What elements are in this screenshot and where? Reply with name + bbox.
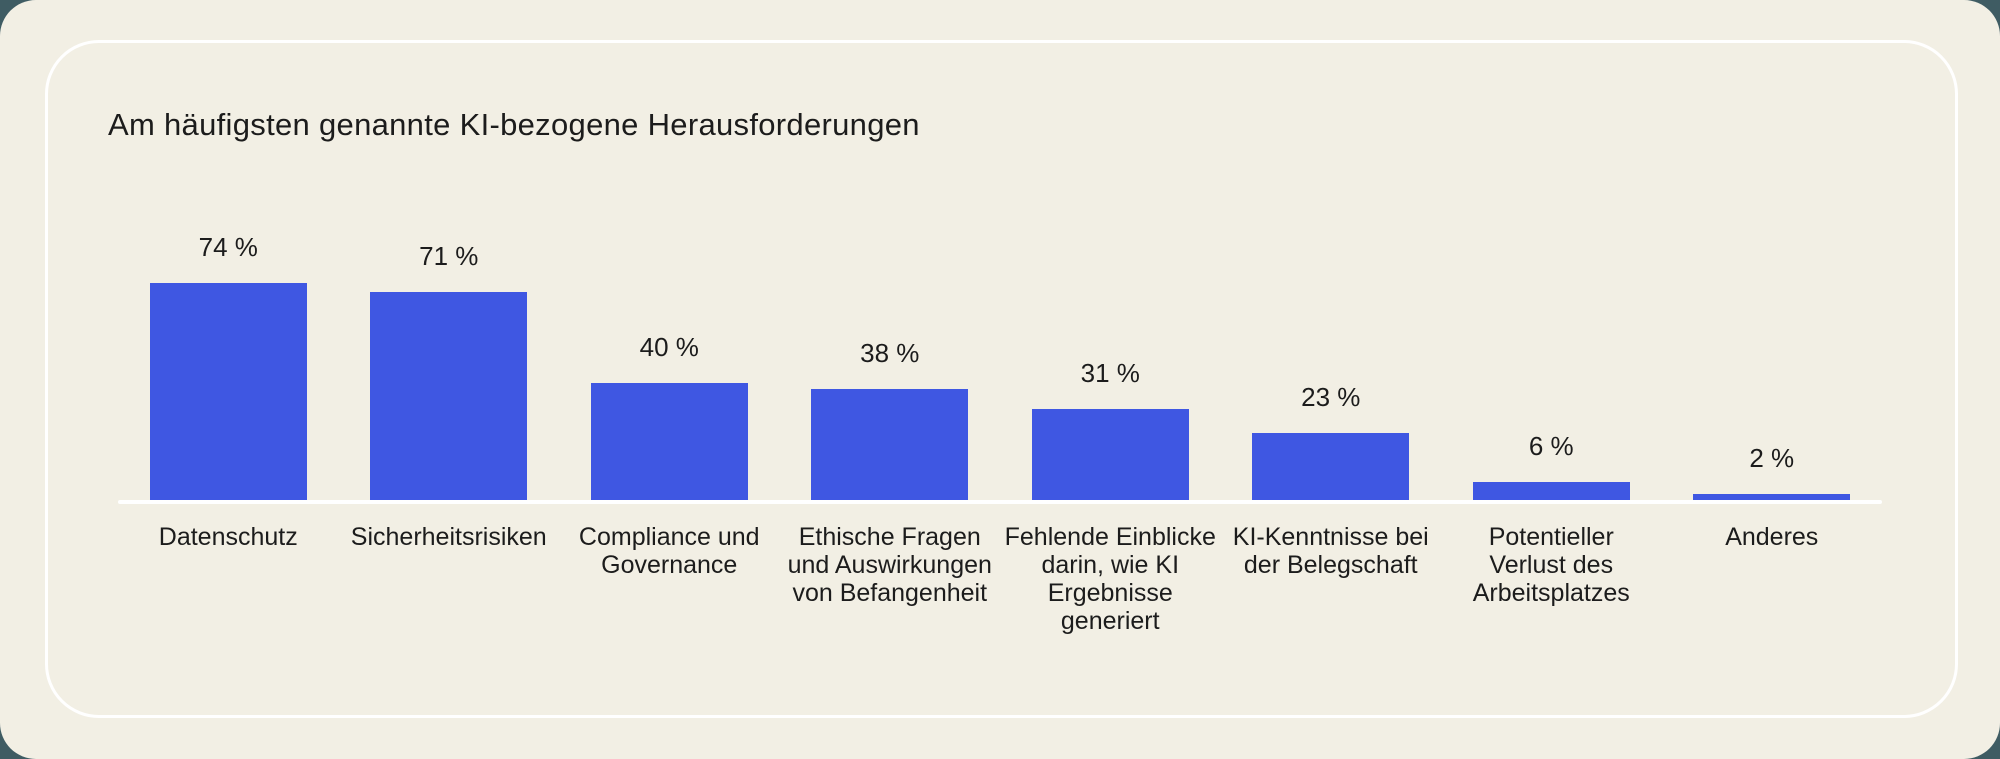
bar-value-label: 40 %: [639, 332, 699, 362]
chart-card: [45, 40, 1958, 718]
category-label: Compliance und Governance: [578, 523, 760, 579]
bar: [1252, 433, 1410, 500]
bar-value-label: 2 %: [1749, 443, 1795, 473]
bar: [1693, 494, 1851, 500]
bar: [149, 283, 307, 500]
bar-column: 6 %: [1441, 431, 1662, 500]
chart-title: Am häufigsten genannte KI-bezogene Herau…: [108, 106, 920, 142]
bar-chart: 74 % 71 % 40 % 38 % 31 % 23 % 6 % 2 % Datenschu…: [118, 180, 1882, 635]
bar-value-label: 6 %: [1528, 431, 1574, 461]
bar: [590, 383, 748, 500]
bar: [811, 389, 969, 500]
bar-column: 31 %: [1000, 358, 1221, 500]
category-label: Fehlende Einblicke darin, wie KI Ergebni…: [1004, 523, 1216, 635]
bar: [370, 292, 528, 500]
bar: [1031, 409, 1189, 500]
bar-column: 38 %: [780, 338, 1001, 500]
bar-column: 71 %: [339, 241, 560, 500]
category-label: Datenschutz: [158, 523, 298, 551]
category-label: Potentieller Verlust des Arbeitsplatzes: [1472, 523, 1630, 607]
category-label: Sicherheitsrisiken: [350, 523, 547, 551]
bar-value-label: 38 %: [860, 338, 920, 368]
bar-value-label: 71 %: [419, 241, 479, 271]
bar-column: 40 %: [559, 332, 780, 500]
category-labels-row: Datenschutz Sicherheitsrisiken Compliance …: [118, 523, 1882, 635]
bar-value-label: 31 %: [1080, 358, 1140, 388]
bar-value-label: 74 %: [198, 232, 258, 262]
category-label: KI-Kenntnisse bei der Belegschaft: [1232, 523, 1429, 579]
category-label: Anderes: [1725, 523, 1819, 551]
bar-column: 23 %: [1221, 382, 1442, 500]
category-label: Ethische Fragen und Auswirkungen von Bef…: [787, 523, 992, 607]
bar: [1472, 482, 1630, 500]
x-axis-baseline: [118, 500, 1882, 504]
bar-column: 2 %: [1662, 443, 1883, 500]
bars-row: 74 % 71 % 40 % 38 % 31 % 23 % 6 % 2 %: [118, 180, 1882, 500]
bar-column: 74 %: [118, 232, 339, 500]
bar-value-label: 23 %: [1301, 382, 1361, 412]
